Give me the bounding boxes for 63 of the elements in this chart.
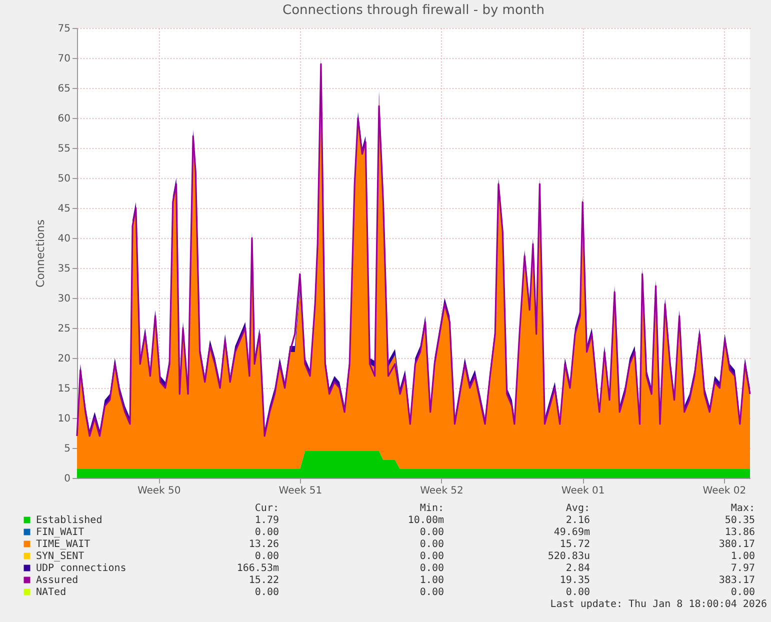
text: 0.00 [730,587,755,598]
y-tick-label: 40 [58,234,70,244]
x-tick-label: Week 02 [702,486,746,496]
legend-label: UDP connections [36,563,126,574]
y-tick-label: 75 [58,24,70,34]
text: 0.00 [420,539,444,550]
text: 166.53m [236,563,279,574]
text: 2.84 [566,563,590,574]
y-axis-title: Connections [34,219,47,288]
text: Max: [730,503,755,514]
text: 15.72 [560,539,590,550]
x-tick-label: Week 52 [420,486,464,496]
x-tick-label: Week 01 [561,486,605,496]
text: 383.17 [718,575,755,586]
text: 0.00 [254,551,279,562]
text: Min: [420,503,444,514]
text: Last update: Thu Jan 8 18:00:04 2026 [550,599,767,610]
text: 13.86 [724,527,755,538]
y-tick-label: 70 [58,54,70,64]
y-tick-label: 45 [58,204,70,214]
text: 7.97 [730,563,755,574]
y-tick-label: 25 [58,324,70,334]
text: 15.22 [248,575,279,586]
legend-label: TIME_WAIT [36,539,90,550]
text: 520.83u [548,551,590,562]
legend-label: FIN_WAIT [36,527,84,538]
text: 0.00 [254,527,279,538]
y-tick-label: 15 [58,384,70,394]
text: 0.00 [420,563,444,574]
text: 49.69m [554,527,590,538]
text: Avg: [566,503,590,514]
y-tick-label: 55 [58,144,70,154]
y-tick-label: 30 [58,294,70,304]
text: 2.16 [566,515,590,526]
text: 1.00 [730,551,755,562]
y-tick-label: 20 [58,354,70,364]
y-tick-label: 10 [58,414,70,424]
text: 0.00 [254,587,279,598]
text: 0.00 [420,527,444,538]
y-tick-label: 5 [64,444,70,454]
legend-label: NATed [36,587,66,598]
text: Cur: [254,503,279,514]
y-tick-label: 50 [58,174,70,184]
text: 0.00 [420,587,444,598]
text: 19.35 [560,575,590,586]
y-tick-label: 65 [58,84,70,94]
x-tick-label: Week 50 [137,486,181,496]
y-tick-label: 0 [64,474,70,484]
text: 10.00m [408,515,444,526]
y-tick-label: 35 [58,264,70,274]
legend-label: SYN_SENT [36,551,84,562]
text: 0.00 [420,551,444,562]
legend-label: Established [36,515,102,526]
text: 50.35 [724,515,755,526]
text: 380.17 [718,539,755,550]
text: 0.00 [566,587,590,598]
text: 13.26 [248,539,279,550]
text: 1.00 [420,575,444,586]
y-tick-label: 60 [58,114,70,124]
chart-title: Connections through firewall - by month [282,3,544,18]
text: 1.79 [254,515,279,526]
x-tick-label: Week 51 [278,486,322,496]
legend-label: Assured [36,575,78,586]
